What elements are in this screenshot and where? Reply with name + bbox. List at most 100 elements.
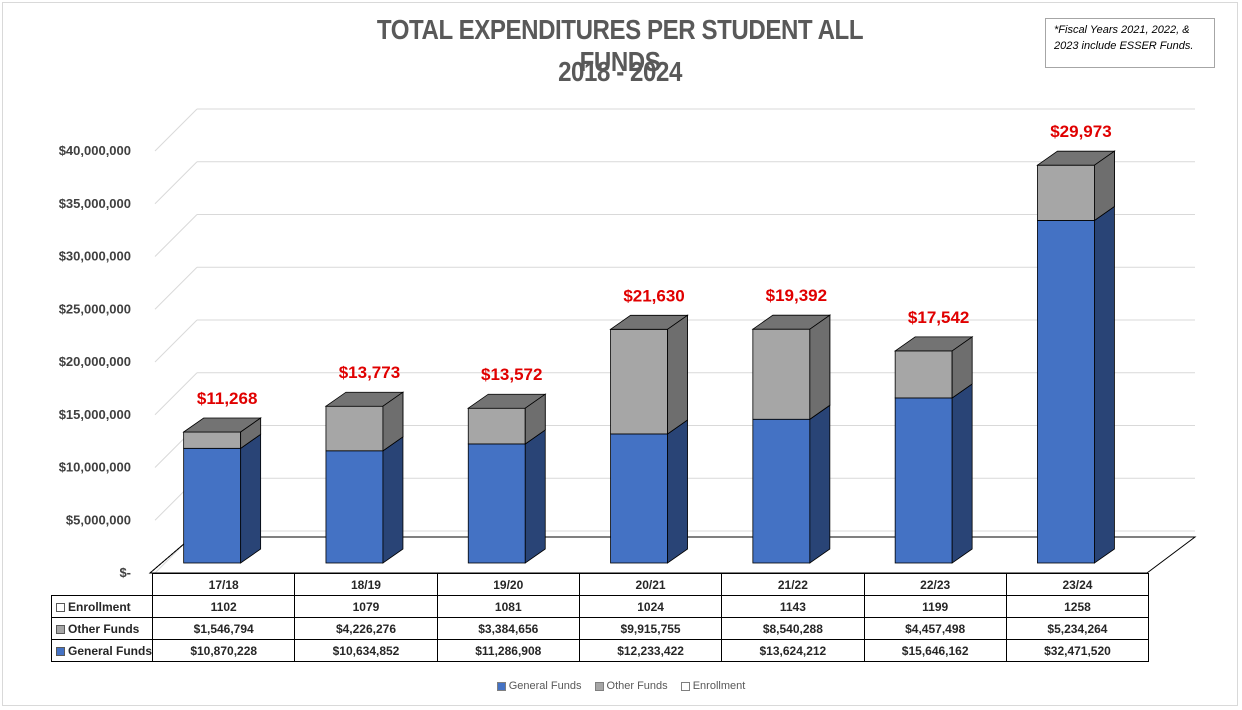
row-header-enrollment: Enrollment xyxy=(50,595,154,618)
row-header-label: Enrollment xyxy=(68,599,131,614)
bar-side-top xyxy=(524,393,546,445)
category-label: 22/23 xyxy=(863,573,1007,596)
per-student-label: $11,268 xyxy=(197,389,258,408)
bar-side-top xyxy=(667,314,688,435)
table-row-general-funds: General Funds $10,870,228 $10,634,852 $1… xyxy=(50,639,1150,662)
table-cell: $32,471,520 xyxy=(1005,639,1150,662)
bar-general-funds xyxy=(467,429,546,564)
bar-general-funds xyxy=(325,436,404,564)
table-cell: 1199 xyxy=(863,595,1007,618)
per-student-labels: $11,268 $13,773 $13,572 $21,630 $19,392 $17,5… xyxy=(197,122,1112,408)
row-header-general-funds: General Funds xyxy=(50,639,154,662)
table-cell: 1081 xyxy=(436,595,580,618)
gridline-side xyxy=(154,372,198,416)
bar-front xyxy=(752,418,811,564)
y-axis-ticks: $- $5,000,000 $10,000,000 $15,000,000 $20,00… xyxy=(59,143,131,580)
legend-swatch xyxy=(680,681,690,691)
per-student-label: $13,773 xyxy=(339,363,400,382)
row-header-label: General Funds xyxy=(68,643,153,658)
gridline-side xyxy=(154,319,198,363)
bar-general-funds xyxy=(752,404,831,564)
y-tick-label: $10,000,000 xyxy=(59,460,131,475)
category-label: 20/21 xyxy=(578,573,723,596)
chart-title: TOTAL EXPENDITURES PER STUDENT ALL FUNDS xyxy=(376,14,864,77)
bar-side xyxy=(667,419,688,564)
bar-front xyxy=(467,407,526,445)
general-funds-swatch xyxy=(56,646,65,656)
bar-front xyxy=(752,328,811,420)
bar-front xyxy=(610,433,668,564)
category-label: 19/20 xyxy=(436,573,580,596)
legend-label: Enrollment xyxy=(692,680,746,692)
table-cell: $15,646,162 xyxy=(863,639,1007,662)
bar-general-funds xyxy=(183,433,262,564)
y-tick-label: $15,000,000 xyxy=(59,407,131,422)
y-tick-label: $35,000,000 xyxy=(59,196,131,211)
legend-item-enrollment: Enrollment xyxy=(680,680,746,692)
bar-side-top xyxy=(382,391,404,452)
bar-front xyxy=(610,328,668,435)
y-tick-label: $5,000,000 xyxy=(66,512,131,527)
table-cell: 1024 xyxy=(578,595,723,618)
bar-side xyxy=(382,436,404,564)
table-corner xyxy=(52,574,153,596)
per-student-label: $29,973 xyxy=(1050,122,1111,141)
floor-edge xyxy=(149,536,193,574)
chart-subtitle: 2018 - 2024 xyxy=(558,56,682,87)
gridline-side xyxy=(154,214,198,257)
table-cell: $10,634,852 xyxy=(294,639,438,662)
y-tick-label: $20,000,000 xyxy=(59,354,131,369)
bar-front xyxy=(325,450,384,564)
gridlines xyxy=(148,108,1197,574)
bar-side xyxy=(809,404,831,564)
bar-side-top xyxy=(809,314,831,421)
table-cell: $10,870,228 xyxy=(152,639,296,662)
bar-side xyxy=(524,429,546,564)
legend-item-other-funds: Other Funds xyxy=(594,680,668,692)
table-row-enrollment: Enrollment 1102 1079 1081 1024 1143 1199… xyxy=(50,595,1150,618)
bar-general-funds xyxy=(894,383,973,564)
table-cell: $5,234,264 xyxy=(1005,617,1150,640)
y-tick-label: $- xyxy=(119,565,131,580)
bar-front xyxy=(325,405,384,452)
table-cell: 1258 xyxy=(1005,595,1150,618)
bar-side-top xyxy=(1094,150,1115,222)
table-header-row: 17/18 18/19 19/20 20/21 21/22 22/23 23/2… xyxy=(52,573,1150,596)
bar-general-funds xyxy=(1037,205,1115,564)
bar-front xyxy=(467,443,526,564)
legend-item-general-funds: General Funds xyxy=(496,680,581,692)
bar-front xyxy=(894,397,953,564)
gridline-side xyxy=(154,266,198,310)
table-cell: $8,540,288 xyxy=(721,617,865,640)
bar-side xyxy=(1094,205,1115,564)
table-cell: $12,233,422 xyxy=(578,639,723,662)
category-label: 21/22 xyxy=(721,573,865,596)
y-tick-label: $40,000,000 xyxy=(59,143,131,158)
bars xyxy=(182,150,1116,564)
y-tick-label: $25,000,000 xyxy=(59,301,131,316)
other-funds-swatch xyxy=(56,624,65,634)
esser-footnote: *Fiscal Years 2021, 2022, & 2023 include… xyxy=(1045,18,1215,68)
table-cell: 1143 xyxy=(721,595,865,618)
table-cell: $9,915,755 xyxy=(578,617,723,640)
bar-front xyxy=(183,431,242,449)
bar-general-funds xyxy=(610,419,688,564)
bar-front xyxy=(1037,220,1095,564)
bar-side-top xyxy=(240,417,262,450)
per-student-label: $17,542 xyxy=(908,308,969,327)
table-cell: $13,624,212 xyxy=(721,639,865,662)
bar-side xyxy=(951,383,973,564)
enrollment-swatch xyxy=(56,602,65,612)
table-row-other-funds: Other Funds $1,546,794 $4,226,276 $3,384… xyxy=(50,617,1150,640)
y-tick-label: $30,000,000 xyxy=(59,249,131,264)
table-cell: $4,226,276 xyxy=(294,617,438,640)
per-student-label: $19,392 xyxy=(766,286,827,305)
category-label: 17/18 xyxy=(152,573,296,596)
per-student-label: $13,572 xyxy=(481,365,542,384)
legend: General Funds Other Funds Enrollment xyxy=(0,680,1242,692)
category-label: 18/19 xyxy=(294,573,438,596)
gridline-side xyxy=(154,108,198,152)
